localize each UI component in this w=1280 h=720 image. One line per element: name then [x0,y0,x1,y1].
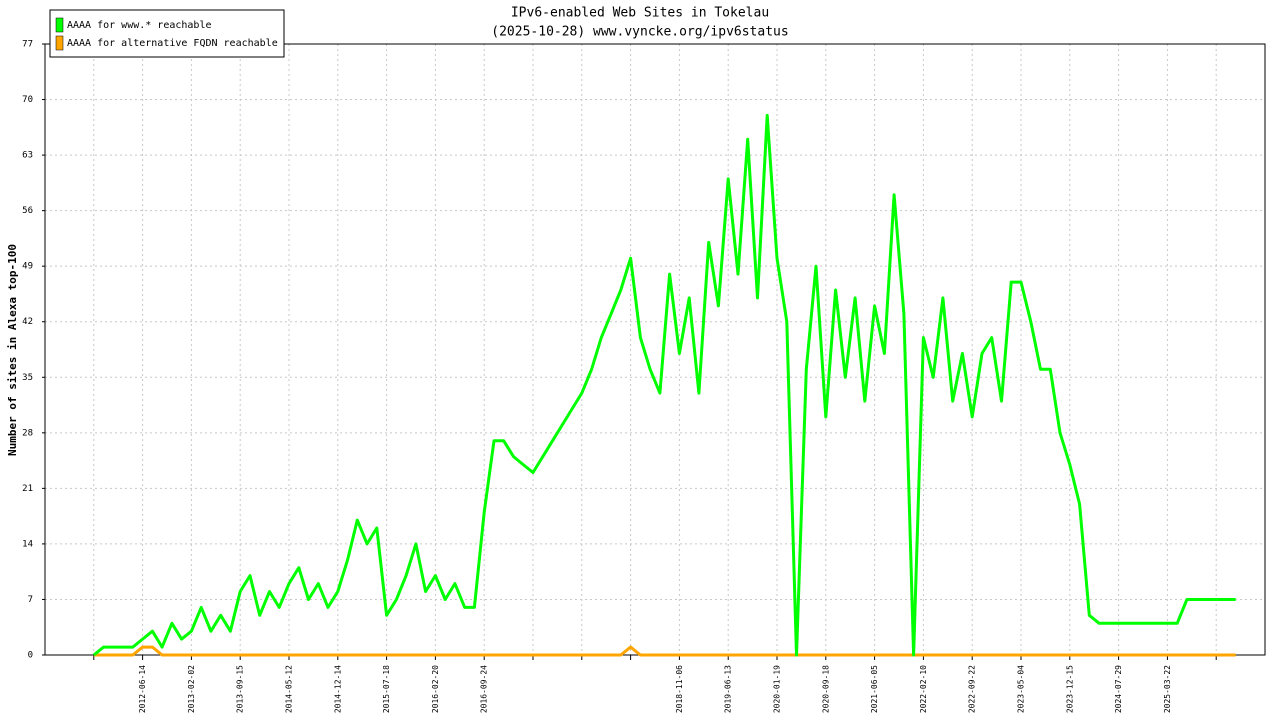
x-tick-label: 2014-12-14 [333,665,342,713]
x-tick-label: 2023-05-04 [1017,665,1026,713]
x-tick-label: 2018-11-06 [675,665,684,713]
y-axis-label: Number of sites in Alexa top-100 [6,244,19,456]
x-tick-label: 2023-12-15 [1065,665,1074,713]
x-tick-label: 2013-02-02 [187,665,196,713]
x-tick-label: 2015-07-18 [382,665,391,713]
legend-label: AAAA for alternative FQDN reachable [67,38,278,49]
x-tick-label: 2020-01-19 [773,665,782,713]
legend-label: AAAA for www.* reachable [67,20,212,31]
y-tick-label: 35 [22,373,33,383]
y-tick-label: 42 [22,317,33,327]
legend-box [49,9,285,58]
y-tick-label: 14 [22,539,33,549]
data-line [93,645,1236,657]
x-tick-label: 2013-09-15 [236,665,245,713]
y-tick-label: 21 [22,484,33,494]
y-tick-label: 63 [22,151,33,161]
legend-swatch [55,17,64,33]
x-tick-label: 2020-09-18 [821,665,830,713]
x-tick-label: 2025-03-22 [1163,665,1172,713]
chart-title: IPv6-enabled Web Sites in Tokelau [511,6,769,21]
x-tick-label: 2016-02-20 [431,665,440,713]
data-line [92,113,1236,657]
legend-swatch [55,35,64,51]
y-tick-label: 28 [22,428,33,438]
x-tick-label: 2021-06-05 [870,665,879,713]
x-tick-label: 2014-05-12 [285,665,294,713]
x-tick-label: 2022-09-22 [968,665,977,713]
chart-subtitle: (2025-10-28) www.vyncke.org/ipv6status [491,25,788,40]
y-tick-label: 70 [22,95,33,105]
x-tick-label: 2022-02-10 [919,665,928,713]
y-tick-label: 77 [22,40,33,50]
x-tick-label: 2016-09-24 [480,665,489,713]
y-tick-label: 7 [28,595,33,605]
y-tick-label: 56 [22,206,33,216]
x-tick-label: 2012-06-14 [138,665,147,713]
y-tick-label: 0 [28,651,33,661]
x-tick-label: 2024-07-29 [1114,665,1123,713]
x-tick-label: 2019-06-13 [724,665,733,713]
y-tick-label: 49 [22,262,33,272]
